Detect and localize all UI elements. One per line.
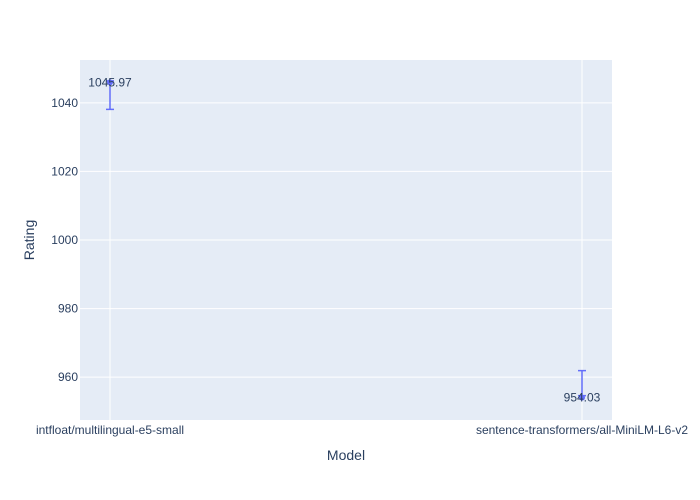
y-tick-label: 980 (58, 302, 78, 316)
y-tick-label: 960 (58, 370, 78, 384)
y-tick-labels: 960 980 1000 1020 1040 (51, 96, 78, 384)
grid-lines (80, 60, 612, 420)
x-tick-label: intfloat/multilingual-e5-small (36, 423, 184, 437)
data-label: 1045.97 (88, 75, 132, 89)
data-label: 954.03 (564, 391, 601, 405)
y-axis-title: Rating (21, 220, 37, 260)
y-tick-label: 1020 (51, 164, 78, 178)
y-tick-label: 1000 (51, 233, 78, 247)
data-marks: 1045.97 954.03 (88, 75, 600, 404)
data-point (107, 79, 113, 86)
data-point (579, 394, 585, 401)
y-tick-label: 1040 (51, 96, 78, 110)
x-axis-title: Model (327, 447, 365, 463)
x-tick-label: sentence-transformers/all-MiniLM-L6-v2 (476, 423, 688, 437)
x-tick-labels: intfloat/multilingual-e5-small sentence-t… (36, 423, 688, 437)
